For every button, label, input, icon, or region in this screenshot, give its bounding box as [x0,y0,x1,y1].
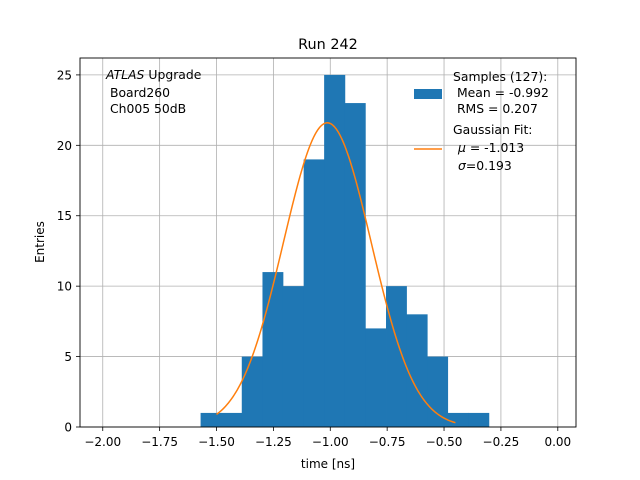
x-axis-ticks: −2.00 −1.75 −1.50 −1.25 −1.00 −0.75 −0.50 −0.25… [84,427,571,449]
y-tick-label: 5 [64,350,72,364]
legend-samples-rms: RMS = 0.207 [453,101,538,116]
x-tick-label: 0.00 [544,435,571,449]
annotation-upgrade: Upgrade [148,67,201,82]
y-axis-label: Entries [33,221,47,263]
histogram-bar [365,328,387,427]
x-tick-label: −1.25 [255,435,292,449]
annotation-board: Board260 [106,85,170,100]
legend: Samples (127): Mean = -0.992 RMS = 0.207… [414,69,549,173]
histogram-bar [427,356,449,427]
histogram-bar [241,356,263,427]
x-tick-label: −0.25 [483,435,520,449]
x-tick-label: −1.75 [141,435,178,449]
histogram-bar [200,412,222,427]
y-tick-label: 20 [57,139,72,153]
histogram-bar [303,159,325,427]
x-tick-label: −1.00 [312,435,349,449]
legend-samples-patch [414,89,442,99]
y-tick-label: 25 [57,68,72,82]
annotation-atlas: ATLAS [105,67,145,82]
annotation-box: ATLAS Upgrade Board260 Ch005 50dB [105,67,201,116]
y-tick-label: 0 [64,421,72,435]
histogram-bar [324,74,346,428]
plot-frame [79,57,577,428]
x-tick-label: −2.00 [84,435,121,449]
histogram-bar [344,103,366,428]
x-axis-label: time [ns] [301,457,355,471]
histogram-bar [406,314,428,427]
chart-title: Run 242 [298,37,358,53]
svg-text:μ = -1.013: μ = -1.013 [457,140,524,155]
histogram-bar [282,286,305,427]
legend-samples-mean: Mean = -0.992 [453,85,549,100]
histogram-bar [468,412,490,427]
x-tick-label: −0.50 [426,435,463,449]
y-tick-label: 15 [57,209,72,223]
histogram-bars [200,74,490,428]
histogram-bar [447,412,469,427]
legend-fit-mu-symbol: μ [457,140,466,155]
y-tick-label: 10 [57,280,72,294]
gaussian-fit-curve [216,122,456,424]
histogram-bar [221,412,243,427]
x-tick-label: −0.75 [369,435,406,449]
legend-fit-mu-value: = -1.013 [466,140,524,155]
legend-fit-sigma-symbol: σ [458,158,467,173]
legend-fit-sigma-value: =0.193 [466,158,512,173]
x-tick-label: −1.50 [198,435,235,449]
annotation-channel: Ch005 50dB [106,101,186,116]
svg-text:σ=0.193: σ=0.193 [458,158,512,173]
histogram-bar [262,272,284,427]
legend-samples-title: Samples (127): [453,69,547,84]
y-axis-ticks: 0 5 10 15 20 25 [57,68,80,435]
histogram-bar [386,286,407,427]
legend-fit-title: Gaussian Fit: [453,122,533,137]
